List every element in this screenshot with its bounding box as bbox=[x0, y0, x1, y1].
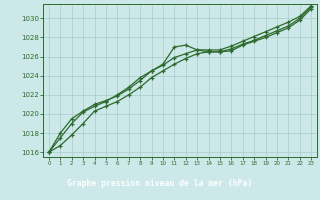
Text: Graphe pression niveau de la mer (hPa): Graphe pression niveau de la mer (hPa) bbox=[68, 178, 252, 188]
